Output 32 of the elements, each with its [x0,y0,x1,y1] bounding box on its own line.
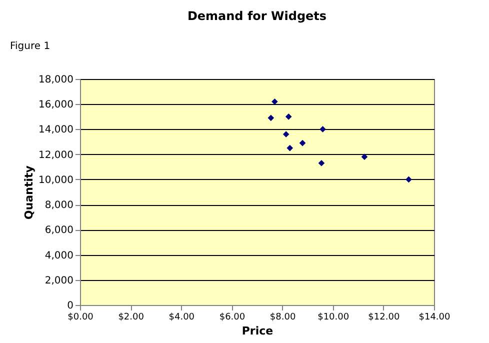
x-tick-label: $10.00 [318,312,350,322]
point [282,131,290,138]
x-tick-label: $4.00 [168,312,195,322]
caption: Figure 1 [10,41,50,52]
chart-title: Demand for Widgets [187,9,327,23]
point [320,126,326,132]
y-tick-label: 18,000 [38,74,74,86]
point [272,98,278,105]
x-tick-label: $6.00 [219,312,246,322]
point [268,114,274,122]
x-axis-title: Price [242,324,274,338]
y-axis-title: Quantity [22,166,36,220]
y-tick-label: 4,000 [44,250,74,262]
x-tick-label: $2.00 [118,312,144,322]
x-tick-label: $0.00 [68,312,94,322]
point [361,154,368,160]
x-tick-label: $14.00 [418,312,451,322]
x-tick-label: $8.00 [270,312,296,322]
y-tick-label: 16,000 [38,100,74,111]
point [299,140,306,146]
y-tick-label: 6,000 [44,225,74,236]
point [286,144,294,152]
y-tick-label: 14,000 [38,124,74,136]
y-tick-label: 2,000 [44,275,74,286]
y-tick-label: 10,000 [38,174,74,186]
y-tick-label: 0 [67,300,74,312]
point [285,114,292,120]
point [318,160,325,166]
x-tick-label: $12.00 [368,312,400,322]
y-tick-label: 12,000 [38,150,74,161]
y-tick-label: 8,000 [44,200,74,212]
point [406,176,412,183]
